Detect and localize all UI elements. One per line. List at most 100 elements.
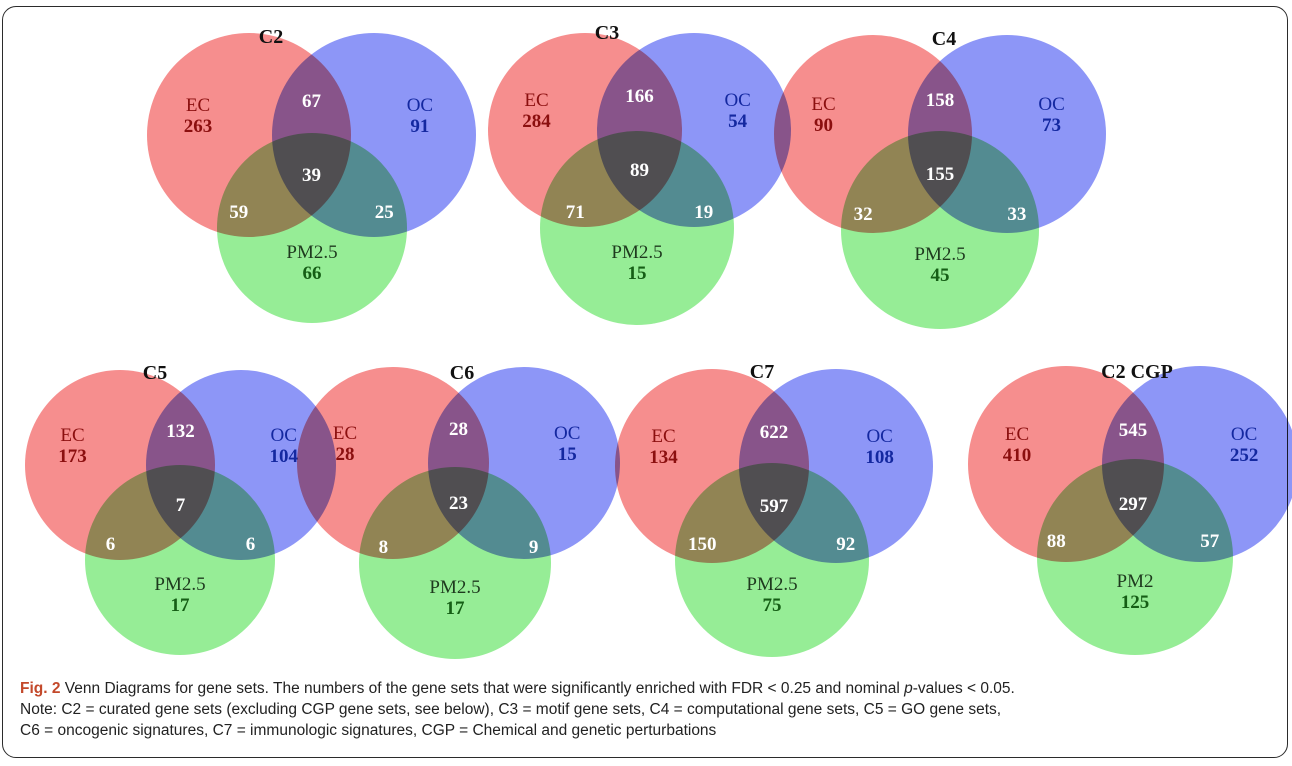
all-three-count: 155: [926, 164, 955, 185]
pm-only-count: 75: [763, 595, 782, 616]
pm-circle: [540, 131, 734, 325]
ec-pm-count: 6: [106, 534, 116, 555]
oc-label: OC: [1038, 94, 1064, 115]
ec-oc-count: 158: [926, 90, 955, 111]
oc-only-count: 73: [1042, 115, 1061, 136]
caption-text: Venn Diagrams for gene sets. The numbers…: [60, 680, 905, 697]
pm-circle: [675, 463, 869, 657]
pm-circle: [85, 465, 275, 655]
ec-oc-count: 132: [166, 421, 195, 442]
ec-only-count: 90: [814, 115, 833, 136]
caption-note-line-2: C6 = oncogenic signatures, C7 = immunolo…: [20, 722, 717, 739]
oc-label: OC: [554, 423, 580, 444]
oc-pm-count: 6: [246, 534, 256, 555]
pm-label: PM2.5: [154, 574, 205, 595]
ec-oc-count: 622: [760, 422, 789, 443]
oc-only-count: 91: [410, 116, 429, 137]
oc-label: OC: [724, 90, 750, 111]
venn-title: C2: [259, 26, 283, 48]
pm-circle: [1037, 459, 1233, 655]
pm-only-count: 17: [171, 595, 191, 616]
ec-label: EC: [651, 426, 675, 447]
ec-only-count: 410: [1003, 445, 1032, 466]
all-three-count: 297: [1119, 494, 1148, 515]
figure-caption: Fig. 2 Venn Diagrams for gene sets. The …: [20, 678, 1276, 741]
oc-label: OC: [866, 426, 892, 447]
oc-only-count: 252: [1230, 445, 1259, 466]
ec-oc-count: 28: [449, 419, 468, 440]
ec-pm-count: 8: [379, 537, 389, 558]
caption-figure-label: Fig. 2: [20, 680, 61, 697]
all-three-count: 89: [630, 160, 649, 181]
oc-pm-count: 19: [694, 202, 713, 223]
ec-label: EC: [186, 95, 210, 116]
venn-title: C7: [750, 361, 774, 383]
oc-pm-count: 33: [1007, 204, 1026, 225]
all-three-count: 39: [302, 165, 321, 186]
ec-only-count: 134: [649, 447, 678, 468]
ec-only-count: 173: [58, 446, 87, 467]
caption-line-1: Fig. 2 Venn Diagrams for gene sets. The …: [20, 678, 1276, 699]
pm-only-count: 66: [303, 263, 322, 284]
ec-oc-count: 67: [302, 91, 322, 112]
oc-only-count: 104: [270, 446, 299, 467]
ec-label: EC: [1005, 424, 1029, 445]
oc-only-count: 108: [865, 447, 894, 468]
oc-only-count: 15: [558, 444, 577, 465]
venn-title: C2 CGP: [1101, 361, 1173, 383]
oc-pm-count: 57: [1200, 531, 1220, 552]
ec-pm-count: 88: [1047, 531, 1066, 552]
all-three-count: 7: [176, 495, 186, 516]
ec-oc-count: 545: [1119, 420, 1148, 441]
ec-label: EC: [333, 423, 357, 444]
pm-only-count: 15: [628, 263, 647, 284]
pm-circle: [841, 131, 1039, 329]
ec-label: EC: [811, 94, 835, 115]
oc-pm-count: 92: [836, 534, 855, 555]
pm-label: PM2.5: [611, 242, 662, 263]
pm-only-count: 17: [446, 598, 466, 619]
pm-label: PM2.5: [429, 577, 480, 598]
all-three-count: 23: [449, 493, 468, 514]
ec-pm-count: 71: [566, 202, 585, 223]
pm-label: PM2.5: [746, 574, 797, 595]
pm-label: PM2.5: [914, 244, 965, 265]
all-three-count: 597: [760, 496, 789, 517]
caption-note-line-1: Note: C2 = curated gene sets (excluding …: [20, 701, 1002, 718]
ec-oc-count: 166: [625, 86, 654, 107]
pm-label: PM2: [1117, 571, 1154, 592]
venn-title: C6: [450, 362, 474, 384]
ec-pm-count: 59: [229, 202, 248, 223]
oc-label: OC: [1231, 424, 1257, 445]
ec-label: EC: [524, 90, 548, 111]
ec-pm-count: 32: [854, 204, 873, 225]
caption-p-italic: p: [904, 680, 913, 697]
oc-pm-count: 25: [375, 202, 394, 223]
pm-circle: [217, 133, 407, 323]
venn-title: C3: [595, 22, 619, 44]
oc-pm-count: 9: [529, 537, 539, 558]
pm-label: PM2.5: [286, 242, 337, 263]
ec-only-count: 284: [522, 111, 551, 132]
venn-title: C4: [932, 28, 956, 50]
ec-only-count: 263: [184, 116, 213, 137]
caption-text-after: -values < 0.05.: [912, 680, 1015, 697]
venn-title: C5: [143, 362, 167, 384]
oc-label: OC: [271, 425, 297, 446]
pm-only-count: 125: [1121, 592, 1150, 613]
oc-only-count: 54: [728, 111, 748, 132]
ec-label: EC: [60, 425, 84, 446]
ec-only-count: 28: [336, 444, 355, 465]
pm-only-count: 45: [931, 265, 950, 286]
ec-pm-count: 150: [688, 534, 717, 555]
pm-circle: [359, 467, 551, 659]
oc-label: OC: [407, 95, 433, 116]
